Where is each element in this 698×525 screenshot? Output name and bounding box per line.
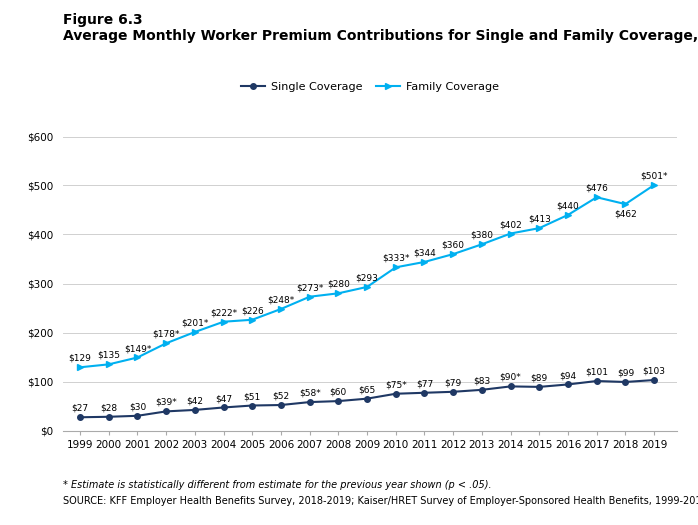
Text: $52: $52 <box>272 392 290 401</box>
Text: $293: $293 <box>356 274 378 282</box>
Text: $27: $27 <box>71 404 89 413</box>
Text: $89: $89 <box>530 373 548 383</box>
Text: Average Monthly Worker Premium Contributions for Single and Family Coverage, 199: Average Monthly Worker Premium Contribut… <box>63 29 698 43</box>
Text: $226: $226 <box>241 307 264 316</box>
Legend: Single Coverage, Family Coverage: Single Coverage, Family Coverage <box>237 77 503 97</box>
Text: $413: $413 <box>528 215 551 224</box>
Text: $280: $280 <box>327 280 350 289</box>
Text: $462: $462 <box>614 210 637 219</box>
Text: $178*: $178* <box>152 330 180 339</box>
Text: $402: $402 <box>499 220 522 229</box>
Text: $380: $380 <box>470 231 493 240</box>
Text: * Estimate is statistically different from estimate for the previous year shown : * Estimate is statistically different fr… <box>63 480 491 490</box>
Text: $135: $135 <box>97 351 120 360</box>
Text: $360: $360 <box>442 240 465 250</box>
Text: $51: $51 <box>244 392 261 401</box>
Text: SOURCE: KFF Employer Health Benefits Survey, 2018-2019; Kaiser/HRET Survey of Em: SOURCE: KFF Employer Health Benefits Sur… <box>63 496 698 506</box>
Text: $75*: $75* <box>385 380 407 390</box>
Text: $90*: $90* <box>500 373 521 382</box>
Text: $83: $83 <box>473 376 491 385</box>
Text: $77: $77 <box>416 380 433 388</box>
Text: $47: $47 <box>215 394 232 403</box>
Text: $60: $60 <box>329 387 347 397</box>
Text: $28: $28 <box>101 403 117 412</box>
Text: $39*: $39* <box>155 398 177 407</box>
Text: $94: $94 <box>559 371 577 380</box>
Text: $30: $30 <box>129 402 146 412</box>
Text: $149*: $149* <box>124 344 151 353</box>
Text: $65: $65 <box>359 385 376 394</box>
Text: Figure 6.3: Figure 6.3 <box>63 13 142 27</box>
Text: $222*: $222* <box>210 308 237 317</box>
Text: $440: $440 <box>556 202 579 211</box>
Text: $476: $476 <box>585 184 608 193</box>
Text: $333*: $333* <box>382 254 410 263</box>
Text: $99: $99 <box>617 369 634 377</box>
Text: $58*: $58* <box>299 388 320 397</box>
Text: $201*: $201* <box>181 319 209 328</box>
Text: $344: $344 <box>413 248 436 258</box>
Text: $79: $79 <box>445 379 462 387</box>
Text: $101: $101 <box>585 368 608 376</box>
Text: $248*: $248* <box>267 296 295 304</box>
Text: $501*: $501* <box>640 172 668 181</box>
Text: $103: $103 <box>643 366 666 375</box>
Text: $273*: $273* <box>296 284 323 292</box>
Text: $129: $129 <box>68 354 91 363</box>
Text: $42: $42 <box>186 396 203 405</box>
